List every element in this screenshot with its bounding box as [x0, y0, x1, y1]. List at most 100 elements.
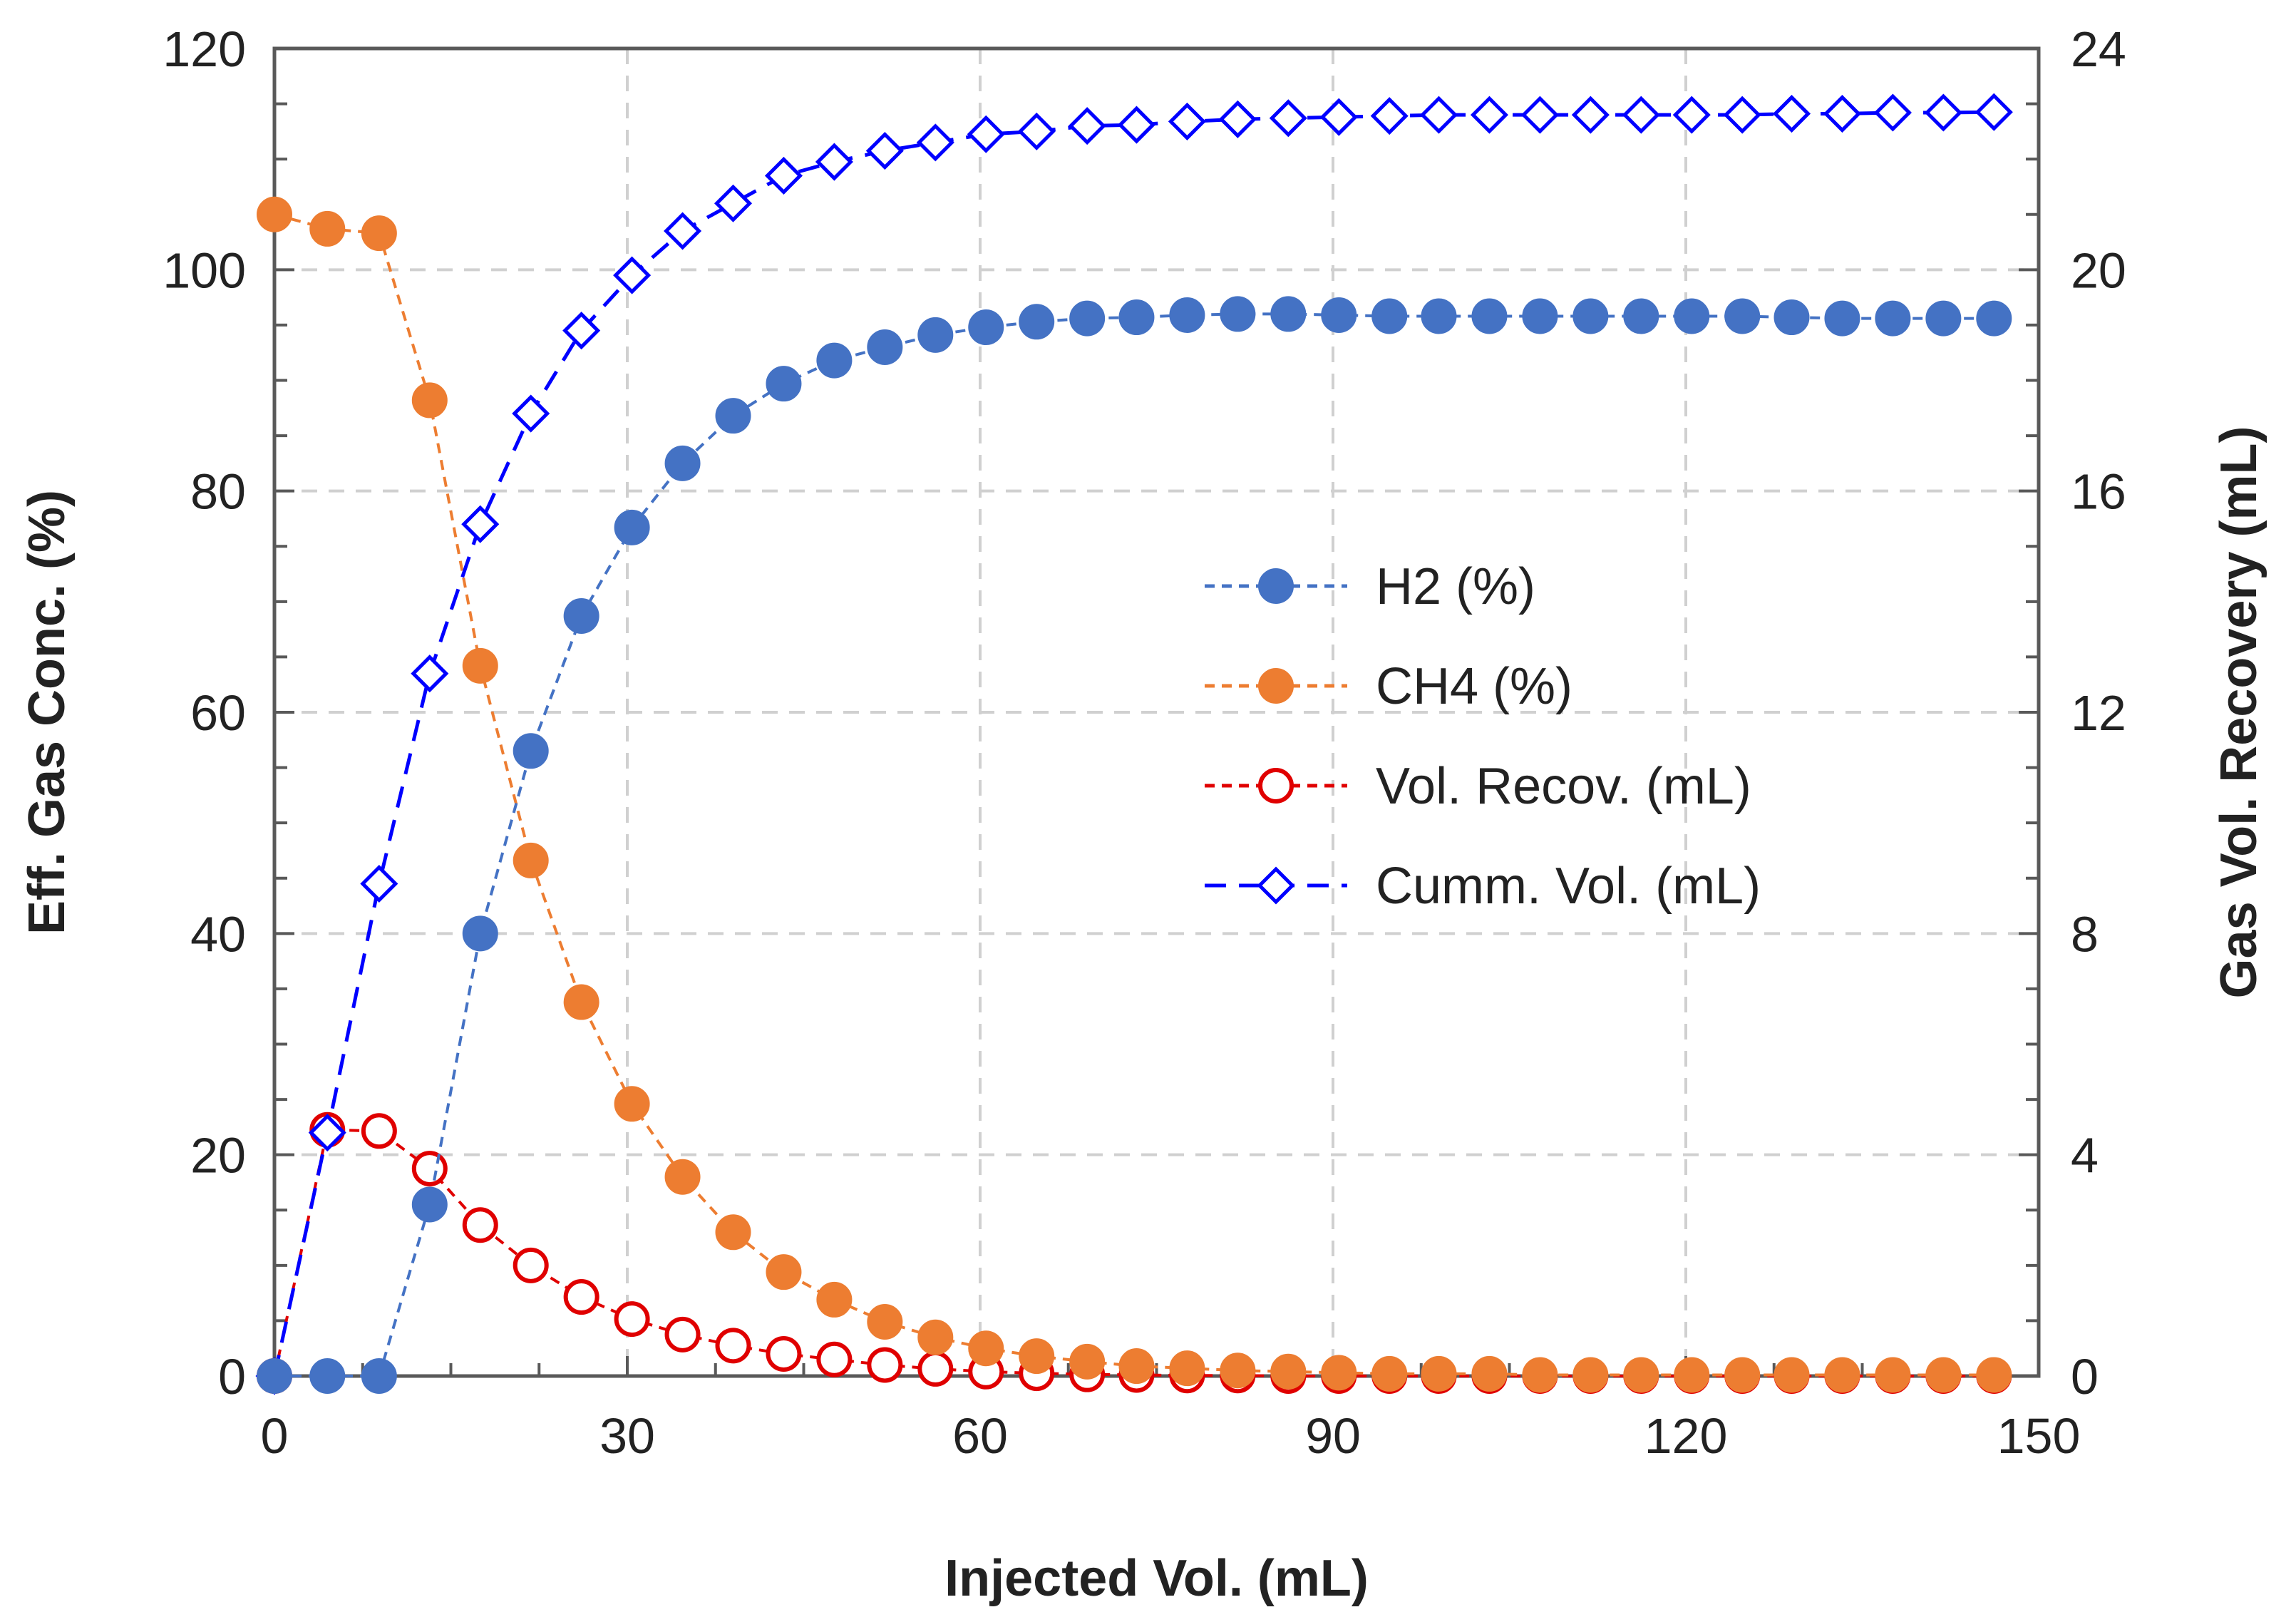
data-point-cumm-vol-ml	[1873, 93, 1912, 132]
right-y-tick-label: 8	[2071, 906, 2099, 962]
data-point-ch4	[1321, 1355, 1357, 1391]
right-y-tick-label: 24	[2071, 21, 2126, 77]
x-tick-label: 0	[261, 1408, 289, 1464]
x-axis-title: Injected Vol. (mL)	[944, 1550, 1369, 1607]
data-point-cumm-vol-ml	[562, 312, 601, 350]
data-point-ch4	[513, 842, 549, 878]
data-point-ch4	[1875, 1357, 1911, 1393]
data-point-cumm-vol-ml	[360, 864, 398, 903]
data-point-ch4	[1572, 1357, 1609, 1393]
legend-marker	[1258, 668, 1294, 704]
data-point-h2	[1875, 300, 1911, 337]
data-point-cumm-vol-ml	[1117, 106, 1155, 144]
data-point-ch4	[816, 1281, 853, 1318]
x-tick-label: 120	[1644, 1408, 1728, 1464]
data-point-ch4	[1371, 1355, 1408, 1392]
data-point-h2	[614, 509, 650, 545]
data-point-ch4	[715, 1214, 751, 1251]
data-point-h2	[411, 1186, 448, 1223]
data-point-ch4	[968, 1330, 1004, 1367]
data-point-vol-recov-ml	[462, 1207, 498, 1243]
data-point-h2	[664, 445, 701, 481]
data-point-cumm-vol-ml	[1622, 96, 1660, 134]
data-point-vol-recov-ml	[917, 1350, 954, 1387]
legend-entry-cumm-vol: Cumm. Vol. (mL)	[1205, 858, 1761, 915]
data-point-cumm-vol-ml	[613, 256, 652, 294]
data-point-cumm-vol-ml	[1319, 98, 1358, 136]
data-point-vol-recov-ml	[361, 1113, 397, 1149]
data-point-cumm-vol-ml	[1470, 96, 1508, 134]
data-point-cumm-vol-ml	[1571, 96, 1610, 134]
left-y-axis-tick-labels: 0 20 40 60 80 100 120	[163, 21, 246, 1405]
data-point-h2	[513, 733, 549, 769]
data-point-ch4	[1421, 1355, 1457, 1392]
data-point-h2	[766, 366, 802, 402]
x-tick-label: 30	[599, 1408, 655, 1464]
data-point-ch4	[563, 984, 599, 1020]
data-point-ch4	[1674, 1357, 1710, 1393]
data-point-cumm-vol-ml	[967, 115, 1005, 153]
data-point-cumm-vol-ml	[916, 123, 954, 162]
data-point-cumm-vol-ml	[664, 212, 702, 250]
data-point-ch4	[1925, 1357, 1962, 1393]
legend-symbol-cumm-vol	[1205, 866, 1347, 905]
legend: H2 (%) CH4 (%) Vol. Recov. (mL) Cumm. Vo…	[1205, 558, 1761, 915]
data-point-h2	[1925, 300, 1962, 337]
series-cumm-vol-ml	[255, 93, 2013, 1395]
data-point-h2	[1019, 304, 1055, 340]
data-point-cumm-vol-ml	[1772, 95, 1811, 133]
data-point-cumm-vol-ml	[1520, 96, 1559, 134]
right-y-axis-tick-labels: 0 4 8 12 16 20 24	[2071, 21, 2126, 1405]
data-point-vol-recov-ml	[664, 1316, 701, 1352]
data-point-ch4	[462, 647, 498, 684]
data-point-ch4	[1774, 1357, 1810, 1393]
data-point-h2	[257, 1358, 292, 1394]
data-point-h2	[1471, 298, 1508, 334]
legend-entry-h2: H2 (%)	[1205, 558, 1535, 615]
data-point-ch4	[766, 1254, 802, 1290]
data-point-ch4	[664, 1159, 701, 1195]
data-point-ch4	[309, 210, 346, 247]
data-point-h2	[1069, 300, 1106, 337]
data-point-ch4	[1069, 1343, 1106, 1380]
data-point-h2	[1824, 300, 1860, 337]
data-point-h2	[867, 329, 903, 365]
data-point-ch4	[411, 382, 448, 419]
data-point-cumm-vol-ml	[1975, 93, 2013, 131]
data-point-h2	[1774, 299, 1810, 336]
data-point-cumm-vol-ml	[865, 131, 904, 170]
legend-symbol-h2	[1205, 568, 1347, 604]
data-point-ch4	[614, 1086, 650, 1122]
right-y-axis-title: Gas Vol. Recovery (mL)	[2210, 426, 2267, 999]
data-series	[255, 93, 2013, 1395]
legend-marker	[1258, 768, 1294, 804]
legend-label-cumm-vol: Cumm. Vol. (mL)	[1376, 858, 1761, 915]
data-point-h2	[1674, 298, 1710, 334]
left-y-tick-label: 0	[218, 1349, 246, 1405]
data-point-h2	[1118, 299, 1155, 336]
series-ch4	[257, 196, 2012, 1393]
legend-symbol-vol-recov	[1205, 768, 1347, 804]
data-point-vol-recov-ml	[513, 1247, 549, 1283]
data-point-vol-recov-ml	[411, 1151, 448, 1187]
left-y-tick-label: 80	[190, 464, 246, 520]
data-point-cumm-vol-ml	[764, 156, 803, 195]
data-point-h2	[1623, 298, 1659, 334]
data-point-ch4	[1019, 1338, 1055, 1375]
data-point-h2	[462, 915, 498, 952]
data-point-cumm-vol-ml	[411, 655, 449, 693]
data-point-vol-recov-ml	[816, 1341, 853, 1377]
data-point-cumm-vol-ml	[1723, 96, 1761, 134]
data-point-h2	[1371, 298, 1408, 334]
data-point-cumm-vol-ml	[308, 1114, 346, 1152]
data-point-ch4	[1270, 1353, 1307, 1390]
series-h2	[257, 296, 2012, 1394]
data-point-h2	[1169, 297, 1205, 333]
data-point-vol-recov-ml	[867, 1347, 903, 1383]
x-axis-tick-labels: 0 30 60 90 120 150	[261, 1408, 2081, 1464]
data-point-cumm-vol-ml	[1218, 100, 1257, 138]
left-y-tick-label: 100	[163, 242, 246, 298]
data-point-cumm-vol-ml	[1672, 96, 1711, 134]
data-point-cumm-vol-ml	[1168, 102, 1206, 140]
